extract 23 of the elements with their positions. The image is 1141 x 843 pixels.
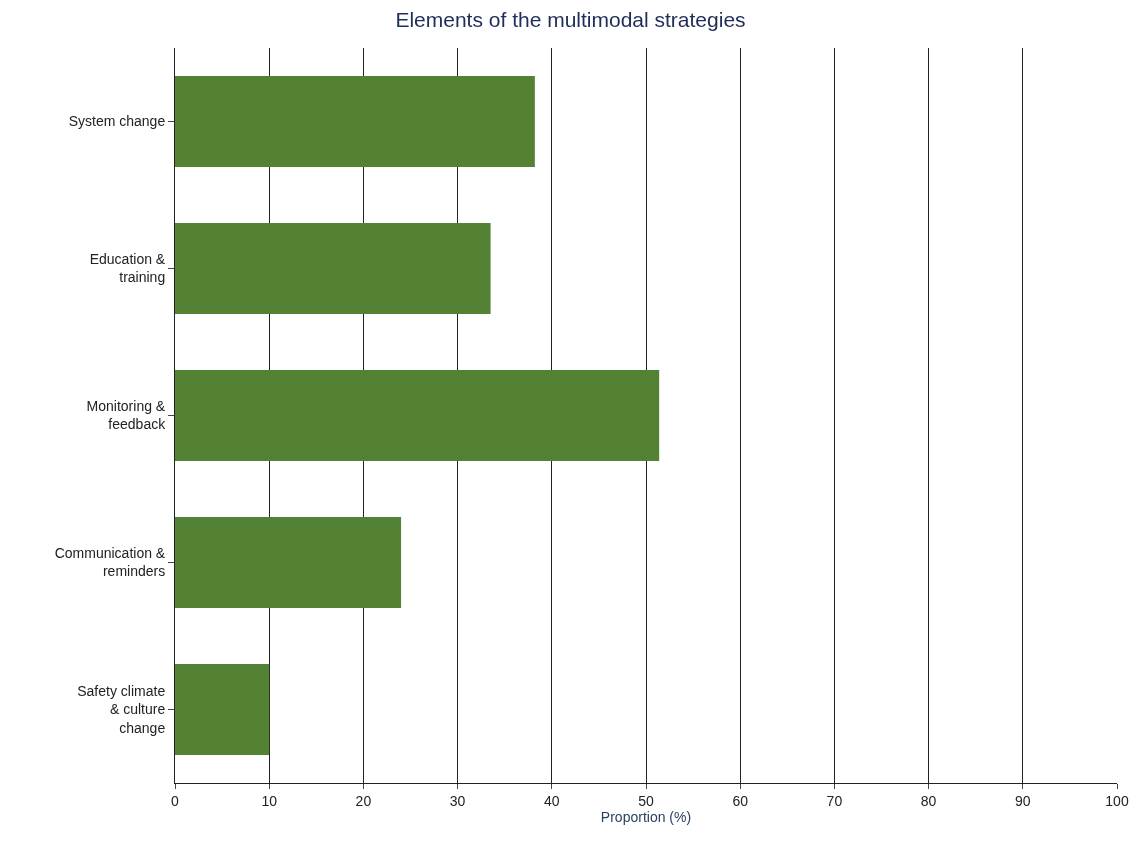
bar (175, 75, 535, 168)
x-tick-label: 10 (261, 792, 278, 809)
chart-title: Elements of the multimodal strategies (395, 8, 746, 32)
bar (175, 516, 402, 609)
x-tick-label: 50 (638, 792, 654, 809)
x-tick-label: 70 (826, 792, 843, 809)
y-tick-label: Safety climate & culture change (77, 683, 166, 736)
y-tick-label: Monitoring & feedback (86, 398, 167, 433)
y-tick-label: Communication & reminders (54, 545, 166, 580)
x-tick-label: 100 (1105, 792, 1129, 809)
bar (175, 222, 491, 315)
y-tick-label: System change (68, 113, 166, 130)
x-tick-label: 60 (732, 792, 749, 809)
x-tick-label: 40 (544, 792, 560, 809)
x-tick-label: 90 (1015, 792, 1031, 809)
x-tick-label: 30 (449, 792, 466, 809)
x-tick-label: 80 (920, 792, 937, 809)
x-tick-label: 0 (171, 792, 180, 809)
bar (175, 663, 270, 756)
x-axis-title: Proportion (%) (600, 808, 692, 825)
bar (175, 369, 660, 462)
x-tick-label: 20 (355, 792, 372, 809)
y-tick-label: Education & training (89, 251, 166, 286)
